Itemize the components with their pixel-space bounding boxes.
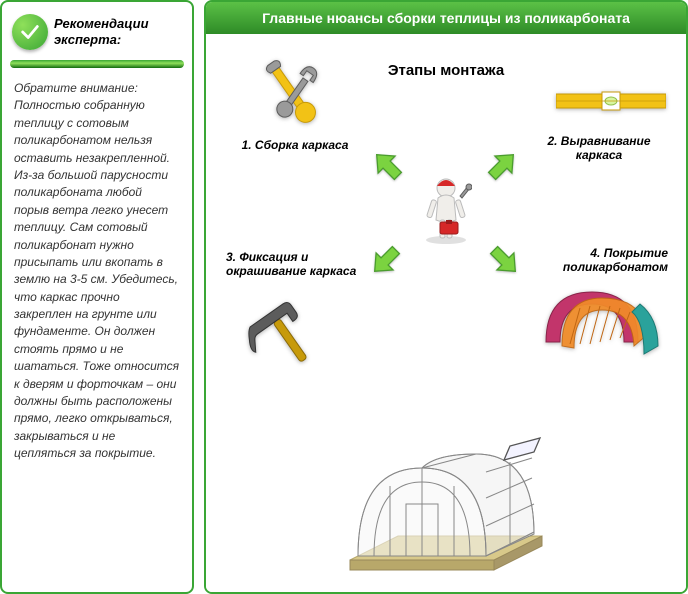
polycarbonate-icon xyxy=(540,278,660,358)
main-header: Главные нюансы сборки теплицы из поликар… xyxy=(206,2,686,34)
checkmark-icon xyxy=(12,14,48,50)
step2-label: 2. Выравнивание каркаса xyxy=(534,134,664,163)
main-panel: Главные нюансы сборки теплицы из поликар… xyxy=(204,0,688,594)
sidebar-title-line1: Рекомендации xyxy=(54,16,149,31)
sidebar: Рекомендации эксперта: Обратите внимание… xyxy=(0,0,194,594)
diagram-subtitle: Этапы монтажа xyxy=(388,62,504,79)
step4-label: 4. Покрытие поликарбонатом xyxy=(528,246,668,275)
step1-label: 1. Сборка каркаса xyxy=(230,138,360,152)
step4-line2: поликарбонатом xyxy=(563,260,668,274)
step3-line1: 3. Фиксация и xyxy=(226,250,308,264)
diagram-area: Этапы монтажа 1. Сборка каркаса xyxy=(206,34,686,592)
level-icon xyxy=(556,90,666,114)
sidebar-body: Обратите внимание: Полностью собранную т… xyxy=(10,78,184,465)
arrow-down-left-icon xyxy=(366,240,406,280)
sidebar-title: Рекомендации эксперта: xyxy=(54,16,149,47)
step2-line1: 2. Выравнивание каркаса xyxy=(547,134,650,162)
step3-line2: окрашивание каркаса xyxy=(226,264,356,278)
greenhouse-icon xyxy=(326,412,566,580)
arrow-down-right-icon xyxy=(484,240,524,280)
sidebar-head: Рекомендации эксперта: xyxy=(10,10,184,58)
step3-label: 3. Фиксация и окрашивание каркаса xyxy=(226,250,386,279)
sidebar-divider xyxy=(10,60,184,68)
tools-icon xyxy=(254,56,334,136)
sidebar-title-line2: эксперта: xyxy=(54,32,121,47)
worker-icon xyxy=(420,176,472,244)
hammer-icon xyxy=(240,288,330,378)
step4-line1: 4. Покрытие xyxy=(590,246,668,260)
arrow-up-right-icon xyxy=(482,146,522,186)
arrow-up-left-icon xyxy=(368,146,408,186)
